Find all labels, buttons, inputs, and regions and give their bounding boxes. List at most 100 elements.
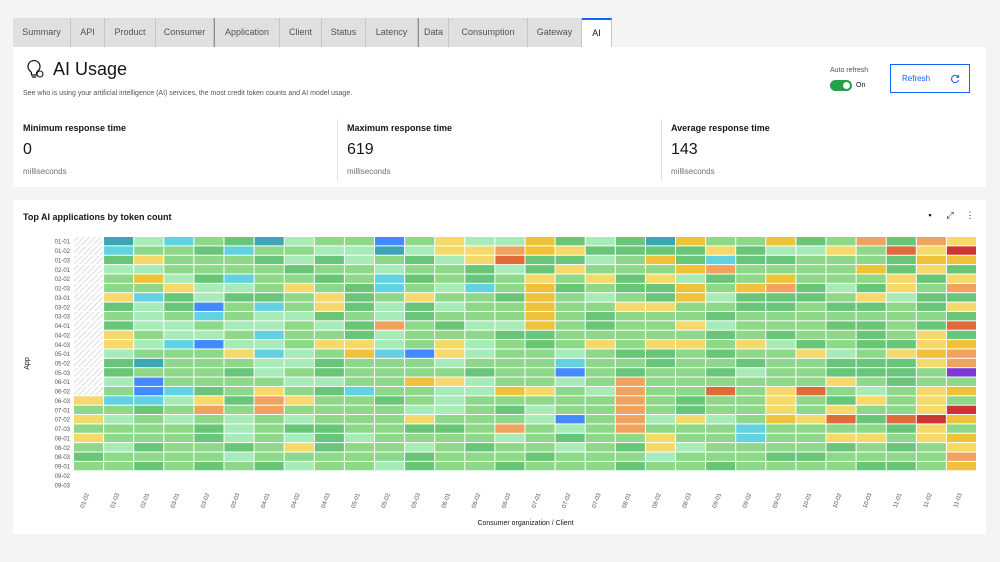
heatmap-cell[interactable]	[676, 237, 706, 246]
heatmap-cell[interactable]	[946, 340, 976, 349]
heatmap-cell[interactable]	[405, 237, 435, 246]
heatmap-cell[interactable]	[194, 424, 224, 433]
heatmap-cell[interactable]	[344, 274, 374, 283]
heatmap-cell[interactable]	[465, 302, 495, 311]
heatmap-cell[interactable]	[465, 386, 495, 396]
heatmap-cell[interactable]	[555, 433, 585, 443]
heatmap-cell[interactable]	[946, 433, 976, 443]
heatmap-cell[interactable]	[314, 396, 344, 405]
heatmap-cell[interactable]	[886, 302, 916, 311]
heatmap-cell[interactable]	[706, 443, 736, 452]
heatmap-cell[interactable]	[254, 405, 284, 415]
heatmap-cell[interactable]	[585, 255, 615, 265]
heatmap-cell[interactable]	[465, 311, 495, 321]
heatmap-cell[interactable]	[676, 377, 706, 386]
heatmap-cell[interactable]	[615, 340, 645, 349]
heatmap-cell[interactable]	[585, 396, 615, 405]
heatmap-cell[interactable]	[254, 386, 284, 396]
heatmap-cell[interactable]	[254, 255, 284, 265]
heatmap-cell[interactable]	[465, 274, 495, 283]
heatmap-cell[interactable]	[796, 255, 826, 265]
heatmap-cell[interactable]	[164, 237, 194, 246]
heatmap-cell[interactable]	[585, 246, 615, 255]
heatmap-cell[interactable]	[254, 330, 284, 340]
heatmap-cell[interactable]	[465, 349, 495, 358]
tab-status[interactable]: Status	[322, 18, 366, 47]
heatmap-cell[interactable]	[224, 386, 254, 396]
heatmap-cell[interactable]	[254, 452, 284, 461]
heatmap-cell[interactable]	[706, 265, 736, 274]
heatmap-cell[interactable]	[706, 237, 736, 246]
heatmap-cell[interactable]	[314, 237, 344, 246]
heatmap-cell[interactable]	[314, 340, 344, 349]
heatmap-cell[interactable]	[585, 415, 615, 424]
heatmap-cell[interactable]	[706, 302, 736, 311]
heatmap-cell[interactable]	[525, 246, 555, 255]
heatmap-cell[interactable]	[344, 452, 374, 461]
heatmap-cell[interactable]	[164, 340, 194, 349]
heatmap-cell[interactable]	[706, 433, 736, 443]
heatmap-cell[interactable]	[344, 293, 374, 302]
heatmap-cell[interactable]	[134, 415, 164, 424]
heatmap-cell[interactable]	[736, 321, 766, 330]
heatmap-cell[interactable]	[796, 461, 826, 471]
heatmap-cell[interactable]	[946, 265, 976, 274]
heatmap-cell[interactable]	[676, 283, 706, 293]
heatmap-cell[interactable]	[645, 237, 675, 246]
heatmap-cell[interactable]	[405, 293, 435, 302]
heatmap-cell[interactable]	[766, 293, 796, 302]
heatmap-cell[interactable]	[74, 405, 104, 415]
heatmap-cell[interactable]	[74, 452, 104, 461]
heatmap-cell[interactable]	[916, 255, 946, 265]
heatmap-cell[interactable]	[706, 349, 736, 358]
heatmap-cell[interactable]	[194, 274, 224, 283]
heatmap-cell[interactable]	[886, 340, 916, 349]
heatmap-cell[interactable]	[585, 358, 615, 368]
heatmap-cell[interactable]	[194, 302, 224, 311]
heatmap-cell[interactable]	[796, 443, 826, 452]
heatmap-cell[interactable]	[344, 405, 374, 415]
heatmap-cell[interactable]	[344, 396, 374, 405]
heatmap-cell[interactable]	[465, 255, 495, 265]
heatmap-cell[interactable]	[525, 443, 555, 452]
heatmap-cell[interactable]	[706, 396, 736, 405]
heatmap-cell[interactable]	[435, 405, 465, 415]
heatmap-cell[interactable]	[706, 424, 736, 433]
heatmap-cell[interactable]	[314, 443, 344, 452]
heatmap-cell[interactable]	[134, 340, 164, 349]
heatmap-cell[interactable]	[525, 311, 555, 321]
heatmap-cell[interactable]	[555, 424, 585, 433]
heatmap-cell[interactable]	[495, 255, 525, 265]
heatmap-cell[interactable]	[495, 246, 525, 255]
heatmap-cell[interactable]	[465, 283, 495, 293]
heatmap-cell[interactable]	[104, 246, 134, 255]
heatmap-cell[interactable]	[435, 452, 465, 461]
heatmap-cell[interactable]	[495, 396, 525, 405]
heatmap-cell[interactable]	[766, 265, 796, 274]
heatmap-cell[interactable]	[134, 237, 164, 246]
heatmap-cell[interactable]	[916, 330, 946, 340]
heatmap-cell[interactable]	[224, 246, 254, 255]
heatmap-cell[interactable]	[405, 424, 435, 433]
heatmap-cell[interactable]	[74, 311, 104, 321]
heatmap-cell[interactable]	[284, 377, 314, 386]
heatmap-cell[interactable]	[766, 461, 796, 471]
heatmap-cell[interactable]	[676, 368, 706, 377]
heatmap-cell[interactable]	[224, 293, 254, 302]
heatmap-cell[interactable]	[74, 349, 104, 358]
tab-api[interactable]: API	[71, 18, 105, 47]
heatmap-cell[interactable]	[856, 415, 886, 424]
heatmap-cell[interactable]	[766, 386, 796, 396]
heatmap-cell[interactable]	[405, 330, 435, 340]
heatmap-cell[interactable]	[615, 415, 645, 424]
heatmap-cell[interactable]	[284, 405, 314, 415]
heatmap-cell[interactable]	[224, 255, 254, 265]
heatmap-cell[interactable]	[344, 302, 374, 311]
heatmap-cell[interactable]	[886, 405, 916, 415]
heatmap-cell[interactable]	[194, 293, 224, 302]
heatmap-cell[interactable]	[74, 461, 104, 471]
heatmap-cell[interactable]	[706, 461, 736, 471]
heatmap-cell[interactable]	[736, 377, 766, 386]
heatmap-cell[interactable]	[826, 311, 856, 321]
heatmap-cell[interactable]	[435, 283, 465, 293]
